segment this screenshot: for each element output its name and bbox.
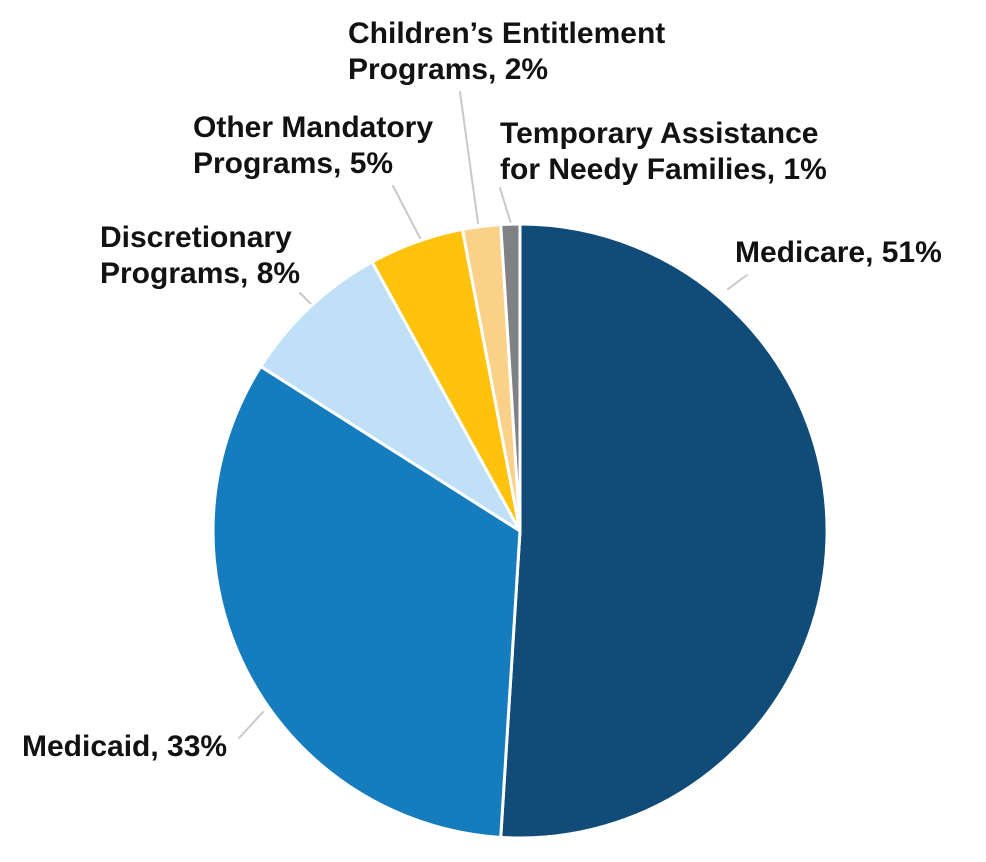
leader-line-medicaid (238, 711, 264, 739)
leader-line-other-mandatory (392, 185, 422, 241)
label-medicare: Medicare, 51% (735, 236, 942, 269)
leader-line-childrens-entitlement (459, 91, 479, 224)
label-other-mandatory-programs: Other Mandatory Programs, 5% (193, 111, 434, 180)
label-childrens-entitlement-programs: Children’s Entitlement Programs, 2% (348, 17, 666, 86)
pie-slice-medicaid (211, 365, 522, 839)
pie-slice-tanf (499, 222, 522, 533)
pie-slice-discretionary (259, 260, 522, 533)
leader-line-tanf (499, 187, 513, 228)
leader-line-medicare (727, 274, 748, 290)
label-discretionary-programs: Discretionary Programs, 8% (100, 221, 301, 290)
pie-slices (211, 222, 829, 840)
label-medicaid: Medicaid, 33% (22, 730, 228, 763)
leader-lines (238, 91, 748, 739)
label-temporary-assistance-needy-families: Temporary Assistance for Needy Families,… (500, 117, 827, 186)
pie-slice-medicare (499, 222, 829, 840)
